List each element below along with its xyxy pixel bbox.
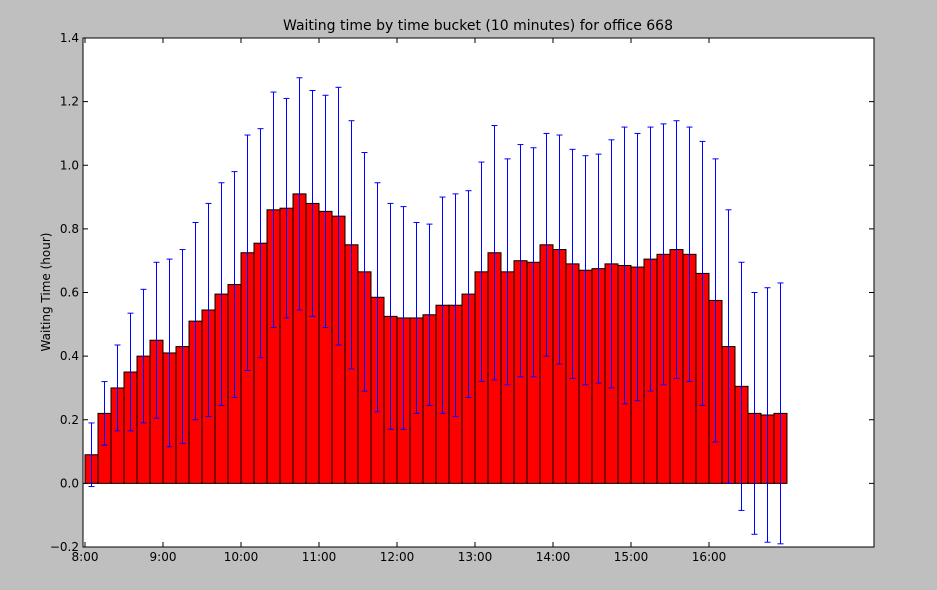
error-bar	[335, 86, 342, 346]
chart-title: Waiting time by time bucket (10 minutes)…	[283, 18, 673, 34]
error-bar	[192, 222, 199, 421]
y-axis: −0.2 0.0 0.2 0.4 0.6 0.8 1.0 1.2 1.4	[50, 31, 874, 554]
error-bar	[205, 202, 212, 418]
y-tick-label: 1.2	[60, 95, 79, 109]
error-bar	[387, 202, 394, 430]
error-bar	[673, 120, 680, 379]
y-axis-label: Waiting Time (hour)	[39, 233, 53, 352]
error-bar	[114, 344, 121, 432]
error-bar	[166, 258, 173, 448]
error-bar	[725, 209, 732, 484]
error-bar	[270, 91, 277, 328]
error-bar	[699, 140, 706, 406]
x-tick-label: 13:00	[458, 550, 493, 564]
error-bar	[296, 77, 303, 311]
error-bar	[582, 155, 589, 386]
error-bar	[413, 222, 420, 414]
x-tick-label: 8:00	[72, 550, 99, 564]
y-tick-label: 1.4	[60, 31, 79, 45]
y-tick-label: 1.0	[60, 158, 79, 172]
error-bar	[751, 292, 758, 535]
error-bar	[738, 261, 745, 511]
error-bar	[712, 158, 719, 443]
x-tick-label: 9:00	[150, 550, 177, 564]
error-bar	[218, 182, 225, 406]
x-tick-label: 12:00	[380, 550, 415, 564]
x-tick-label: 14:00	[536, 550, 571, 564]
error-bar	[231, 171, 238, 398]
error-bar	[153, 261, 160, 419]
y-tick-label: 0.6	[60, 286, 79, 300]
y-tick-label: 0.4	[60, 349, 79, 363]
error-bar	[374, 182, 381, 413]
y-tick-label: −0.2	[50, 540, 79, 554]
error-bar	[101, 381, 108, 446]
y-tick-label: 0.8	[60, 222, 79, 236]
error-bar	[179, 249, 186, 445]
error-bar	[634, 132, 641, 402]
error-bars-layer	[88, 77, 784, 545]
error-bar	[361, 152, 368, 392]
x-tick-label: 15:00	[614, 550, 649, 564]
error-bar	[309, 89, 316, 317]
error-bar	[777, 282, 784, 545]
error-bar	[686, 126, 693, 383]
y-tick-label: 0.2	[60, 413, 79, 427]
error-bar	[556, 134, 563, 365]
error-bar	[517, 144, 524, 378]
error-bar	[569, 148, 576, 379]
error-bar	[439, 196, 446, 414]
error-bar	[322, 94, 329, 328]
error-bar	[127, 312, 134, 432]
error-bar	[608, 139, 615, 389]
error-bar	[283, 97, 290, 319]
error-bar	[400, 206, 407, 430]
x-axis: 8:00 9:00 10:00 11:00 12:00 13:00 14:00 15:00 16…	[72, 38, 727, 564]
y-tick-label: 0.0	[60, 476, 79, 490]
error-bar	[257, 128, 264, 359]
error-bar	[426, 223, 433, 406]
x-tick-label: 10:00	[224, 550, 259, 564]
error-bar	[348, 120, 355, 370]
x-tick-label: 16:00	[692, 550, 727, 564]
error-bar	[88, 422, 95, 488]
error-bar	[595, 153, 602, 384]
error-bar	[647, 126, 654, 392]
error-bar	[465, 190, 472, 398]
error-bar	[543, 132, 550, 357]
error-bar	[140, 288, 147, 424]
error-bar	[491, 124, 498, 381]
error-bar	[244, 134, 251, 371]
error-bar	[478, 161, 485, 383]
error-bar	[764, 287, 771, 543]
error-bar	[530, 147, 537, 378]
error-bar	[504, 158, 511, 386]
error-bar	[452, 193, 459, 418]
x-tick-label: 11:00	[302, 550, 337, 564]
error-bar	[660, 123, 667, 386]
error-bar	[621, 126, 628, 405]
